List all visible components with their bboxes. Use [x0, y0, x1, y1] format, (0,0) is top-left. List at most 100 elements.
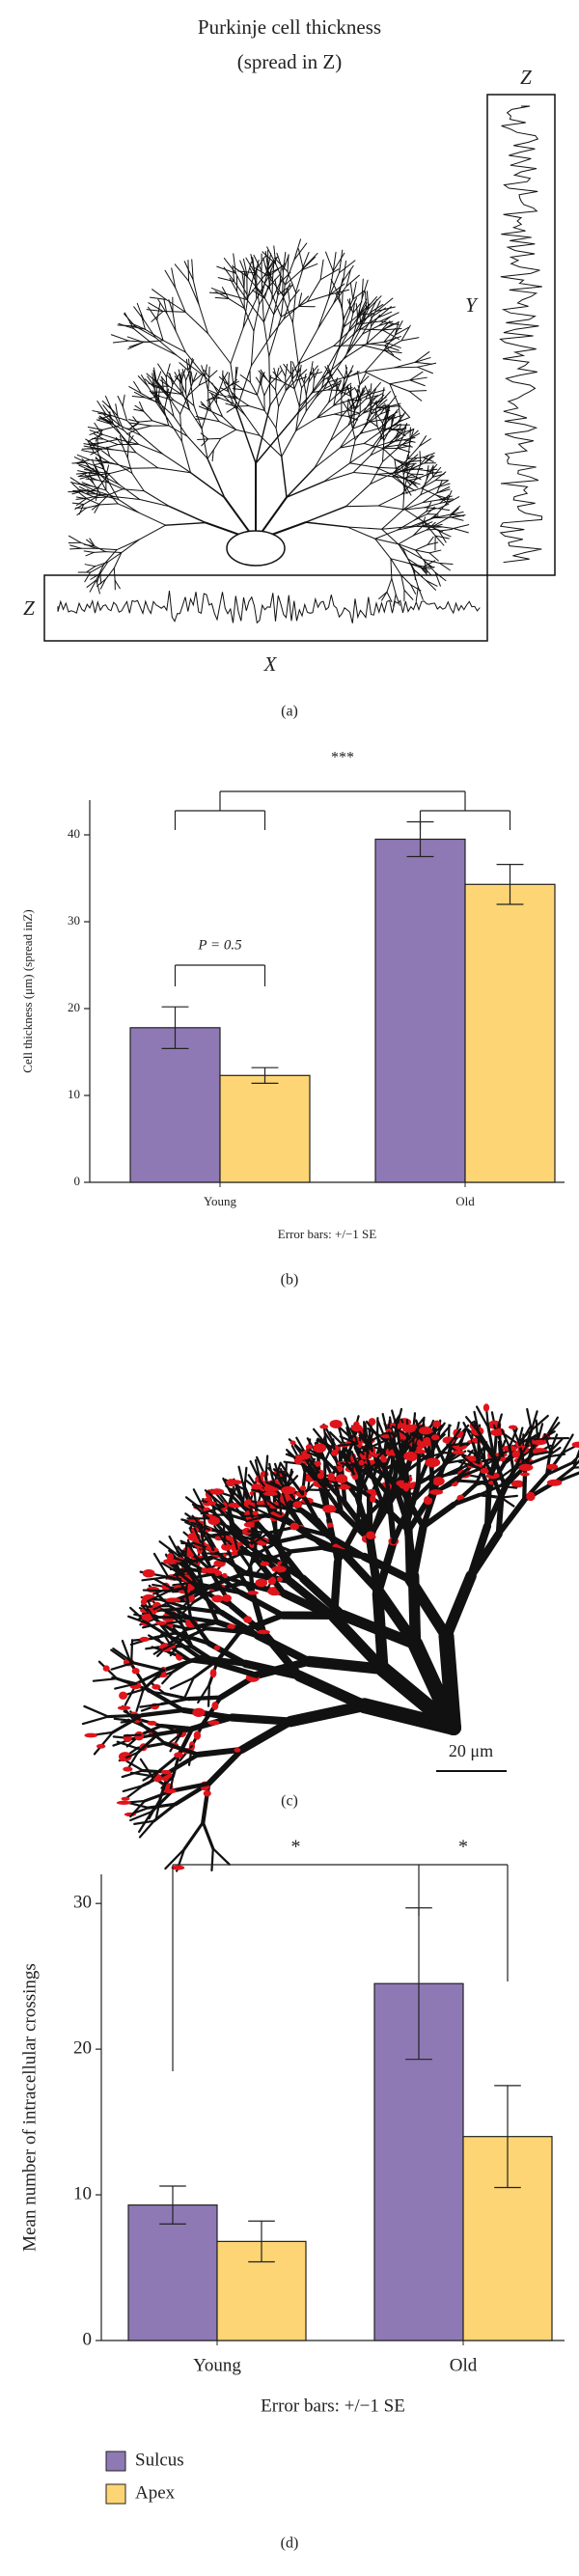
dendrite-branch [409, 1522, 427, 1581]
dendrite [409, 427, 411, 443]
dendrite [184, 311, 209, 335]
dendrite [109, 467, 131, 475]
dendrite [332, 252, 345, 272]
dendrite [297, 328, 318, 365]
dendrite [180, 393, 195, 407]
dendrite [293, 238, 302, 261]
dendrite [299, 373, 305, 384]
dendrite-branch [286, 1508, 303, 1530]
dendrite [168, 397, 175, 417]
dendrite [296, 373, 303, 389]
dendrite [329, 283, 345, 295]
dendrite [339, 428, 354, 449]
stain [165, 1597, 181, 1603]
dendrite [384, 415, 388, 431]
dendrite [307, 279, 321, 302]
dendrite [164, 521, 207, 526]
dendrite [281, 456, 288, 498]
dendrite-branch [360, 1552, 415, 1584]
dendrite [345, 484, 372, 508]
dendrite [312, 377, 316, 394]
dendrite [360, 428, 380, 434]
dendrite [107, 552, 123, 563]
dendrite [102, 404, 112, 416]
dendrite [344, 298, 354, 319]
dendrite-branch [206, 1746, 245, 1787]
dendrite-branch [132, 1719, 160, 1736]
dendrite [409, 371, 424, 381]
dendrite [284, 269, 303, 286]
dendrite [301, 263, 318, 271]
stain [380, 1455, 388, 1463]
figure-subtitle: (spread in Z) [237, 50, 342, 73]
dendrite-branch [161, 1655, 203, 1673]
dendrite-branch [465, 1416, 481, 1434]
stain [305, 1444, 313, 1451]
dendrite [187, 358, 191, 372]
dendrite [390, 419, 403, 428]
dendrite-branch [508, 1445, 515, 1473]
dendrite [267, 274, 284, 295]
dendrite-branch [544, 1451, 565, 1477]
dendrite-branch [135, 1668, 166, 1685]
dendrite [403, 589, 414, 600]
stain [213, 1645, 221, 1651]
dendrite-branch [237, 1717, 295, 1754]
dendrite-branch [350, 1469, 363, 1493]
dendrite [402, 424, 407, 436]
dendrite [87, 440, 96, 454]
dendrite [135, 452, 159, 469]
dendrite-branch [530, 1410, 538, 1431]
dendrite [426, 465, 434, 480]
dendrite [349, 282, 354, 300]
dendrite [386, 411, 399, 419]
dendrite [204, 375, 209, 392]
dendrite [297, 345, 335, 365]
stain [511, 1450, 521, 1458]
dendrite [438, 530, 452, 538]
stain [260, 1561, 270, 1566]
stain [230, 1551, 238, 1556]
dendrite-branch [129, 1799, 147, 1818]
dendrite [207, 376, 210, 392]
dendrite [193, 405, 203, 429]
dendrite [268, 316, 282, 357]
dendrite [361, 344, 386, 351]
dendrite [78, 485, 89, 492]
bar [219, 1074, 311, 1183]
dendrite [298, 295, 309, 308]
dendrite [133, 408, 145, 412]
dendrite [352, 410, 355, 429]
dendrite [268, 355, 271, 406]
stain [257, 1629, 270, 1635]
dendrite [396, 427, 405, 436]
dendrite [405, 462, 408, 476]
dendrite [168, 385, 182, 395]
dendrite-branch [174, 1630, 211, 1646]
dendrite [81, 450, 96, 454]
dendrite [273, 245, 277, 264]
dendrite [89, 538, 96, 547]
dendrite [287, 254, 290, 272]
dendrite [99, 561, 109, 574]
dendrite [270, 376, 283, 382]
stain [255, 1578, 268, 1588]
dendrite [422, 499, 440, 504]
dendrite-branch [148, 1797, 162, 1820]
dendrite-branch [462, 1422, 474, 1441]
legend-label: Apex [135, 2482, 176, 2503]
stain [350, 1424, 363, 1432]
dendrite [423, 559, 441, 564]
dendrite [321, 377, 325, 388]
dendrite [180, 378, 183, 395]
dendrite [192, 279, 200, 306]
dendrite-branch [338, 1547, 382, 1594]
dendrite [122, 445, 128, 458]
dendrite [137, 375, 149, 387]
dendrite-branch [211, 1847, 231, 1866]
dendrite-branch [543, 1432, 552, 1453]
dendrite-branch [218, 1609, 262, 1639]
dendrite [68, 535, 82, 543]
dendrite [85, 478, 97, 481]
dendrite [117, 324, 136, 327]
